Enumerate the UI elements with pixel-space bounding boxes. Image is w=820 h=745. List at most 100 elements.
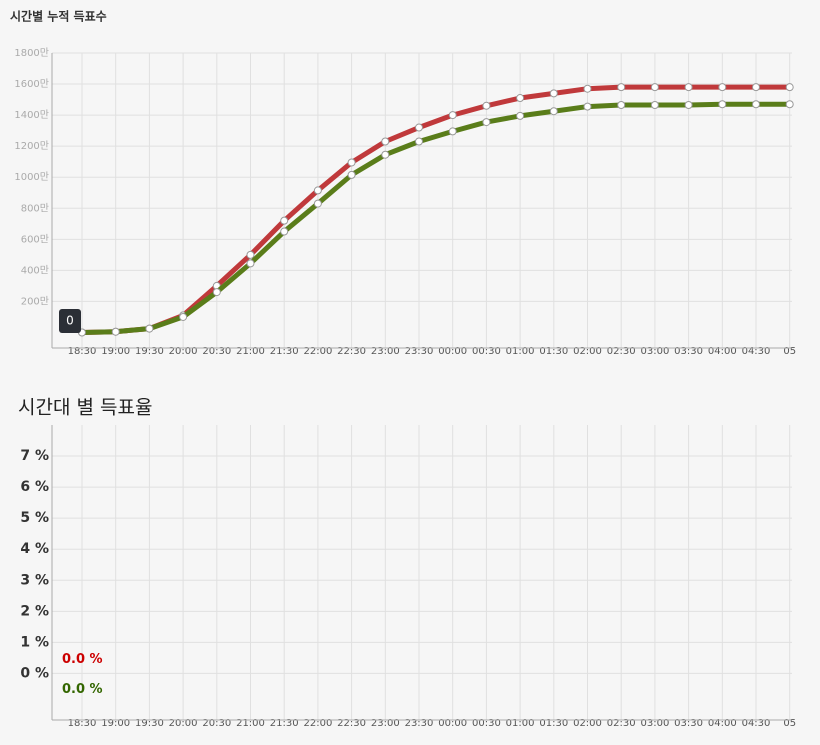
x-tick-label: 04:30 [742,718,771,729]
data-point [381,137,390,146]
x-tick-label: 01:30 [539,718,568,729]
y-tick-label: 1400만 [14,109,49,121]
data-point [415,123,423,132]
x-tick-label: 22:30 [337,718,366,729]
data-point [482,101,491,110]
data-point [684,83,693,92]
y-tick-label: 1200만 [14,140,49,152]
series-line [81,101,790,335]
x-tick-label: 23:30 [405,718,434,729]
data-point [313,186,322,195]
x-tick-label: 22:30 [337,346,366,357]
data-point [111,327,120,336]
data-point [246,259,255,268]
data-point [752,100,760,109]
y-tick-label: 2 % [20,603,49,619]
x-tick-label: 00:00 [438,718,467,729]
y-tick-label: 5 % [20,510,49,526]
y-tick-label: 1600만 [14,78,49,90]
y-tick-label: 800만 [21,202,49,214]
data-point [516,94,525,103]
y-tick-label: 4 % [20,541,49,557]
x-tick-label: 01:00 [506,346,535,357]
x-tick-label: 19:00 [101,718,130,729]
y-tick-label: 3 % [20,572,49,588]
data-point [280,227,289,236]
data-point [381,150,390,159]
data-point [549,107,558,116]
data-point [549,89,558,98]
x-tick-label: 02:30 [607,346,636,357]
data-label: 0.0 % [62,652,103,667]
x-tick-label: 04:00 [708,718,737,729]
data-point [516,111,525,120]
x-tick-label: 03:30 [674,718,703,729]
data-point [583,84,592,93]
x-tick-label: 20:00 [169,346,198,357]
x-tick-label: 04:30 [742,346,771,357]
x-tick-label: 00:30 [472,718,501,729]
data-point [785,100,794,109]
x-tick-label: 03:00 [640,718,669,729]
data-point [752,83,760,92]
x-tick-label: 01:30 [539,346,568,357]
x-tick-label: 02:00 [573,346,602,357]
data-point [718,83,727,92]
series-line [81,84,790,335]
data-point [347,170,356,179]
x-tick-label: 00:00 [438,346,467,357]
x-tick-label: 23:00 [371,718,400,729]
data-label: 0.0 % [62,682,103,697]
y-tick-label: 600만 [21,233,49,245]
data-point [718,100,727,109]
data-point [482,118,491,127]
data-point [246,250,255,259]
x-tick-label: 18:30 [68,346,97,357]
x-tick-label: 23:30 [405,346,434,357]
data-point [583,102,592,111]
data-point [448,127,457,136]
x-tick-label: 22:00 [303,346,332,357]
x-tick-label: 23:00 [371,346,400,357]
tooltip-box [59,309,81,333]
y-tick-label: 1000만 [14,171,49,183]
data-point [650,101,659,110]
data-point [448,111,457,120]
y-tick-label: 200만 [21,295,49,307]
data-point [650,83,659,92]
data-point [313,199,322,208]
tooltip-text: 0 [66,314,74,328]
y-tick-label: 1 % [20,634,49,650]
chart-title: 시간대 별 득표율 [18,397,152,419]
x-tick-label: 20:30 [202,346,231,357]
x-tick-label: 18:30 [68,718,97,729]
x-tick-label: 19:00 [101,346,130,357]
data-point [347,158,356,167]
x-tick-label: 20:00 [169,718,198,729]
x-tick-label: 00:30 [472,346,501,357]
x-tick-label: 19:30 [135,346,164,357]
x-tick-label: 05 [783,718,796,729]
x-tick-label: 05 [783,346,796,357]
x-tick-label: 21:00 [236,346,265,357]
data-point [617,101,626,110]
y-tick-label: 400만 [21,264,49,276]
data-point [617,83,626,92]
x-tick-label: 21:30 [270,718,299,729]
y-tick-label: 0 % [20,665,49,681]
y-tick-label: 6 % [20,479,49,495]
data-point [212,288,221,297]
data-point [280,216,289,225]
x-tick-label: 02:00 [573,718,602,729]
x-tick-label: 01:00 [506,718,535,729]
data-point [684,101,693,110]
x-tick-label: 21:30 [270,346,299,357]
y-tick-label: 1800만 [14,47,49,59]
x-tick-label: 22:00 [303,718,332,729]
x-tick-label: 02:30 [607,718,636,729]
y-tick-label: 7 % [20,448,49,464]
chart-title: 시간별 누적 득표수 [10,9,107,24]
x-tick-label: 21:00 [236,718,265,729]
x-tick-label: 19:30 [135,718,164,729]
x-tick-label: 03:00 [640,346,669,357]
